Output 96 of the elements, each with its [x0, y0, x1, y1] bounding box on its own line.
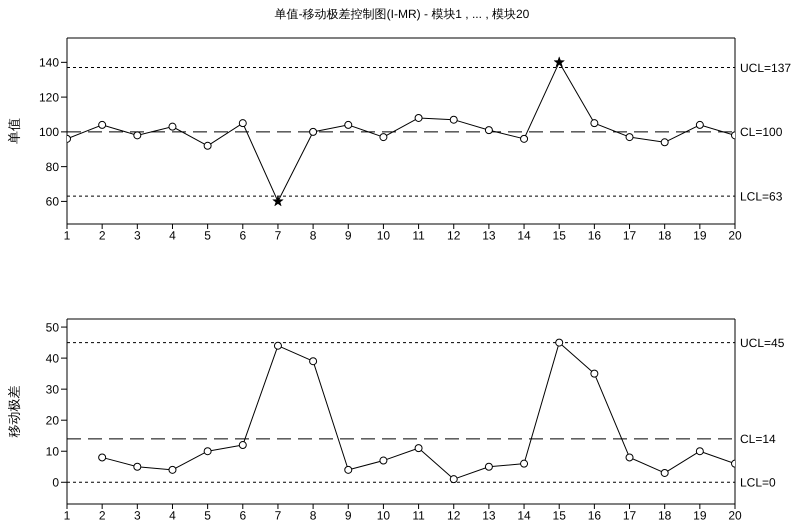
point — [133, 462, 142, 471]
point — [204, 142, 212, 150]
point — [590, 119, 598, 128]
x-tick-label: 3 — [134, 228, 141, 243]
point — [204, 447, 212, 456]
y-tick-label: 50 — [46, 320, 60, 334]
y-axis-title: 单值 — [6, 118, 22, 144]
x-tick-label: 10 — [376, 228, 390, 243]
point — [238, 119, 247, 128]
point — [379, 456, 388, 465]
point — [484, 126, 493, 134]
x-tick-label: 2 — [98, 228, 106, 243]
x-tick-label: 1 — [64, 228, 71, 243]
x-tick-label: 15 — [552, 508, 566, 523]
point — [555, 338, 564, 347]
point — [660, 138, 669, 146]
x-tick-label: 17 — [622, 508, 637, 523]
point — [98, 120, 106, 129]
y-axis-title: 移动极差 — [6, 386, 22, 438]
x-tick-label: 3 — [134, 508, 141, 523]
x-tick-label: 4 — [169, 508, 176, 523]
x-tick-label: 10 — [376, 508, 390, 523]
point — [484, 462, 493, 471]
point — [660, 468, 669, 477]
y-tick-label: 80 — [46, 160, 60, 174]
x-tick-label: 4 — [169, 228, 176, 243]
chart-title: 单值-移动极差控制图(I-MR) - 模块1 , ... , 模块20 — [274, 6, 530, 23]
y-tick-label: 60 — [46, 194, 60, 209]
y-tick-label: 30 — [46, 382, 60, 396]
point — [414, 114, 423, 122]
x-tick-label: 8 — [310, 508, 317, 523]
x-tick-label: 9 — [344, 228, 352, 243]
point — [274, 342, 282, 350]
y-tick-label: 10 — [46, 444, 60, 458]
point — [238, 441, 247, 450]
point — [309, 128, 318, 136]
ref-line-label: LCL=63 — [740, 189, 783, 204]
x-tick-label: 20 — [728, 508, 742, 523]
point — [520, 134, 528, 143]
x-tick-label: 20 — [728, 228, 742, 243]
x-tick-label: 9 — [344, 508, 352, 523]
y-tick-label: 120 — [38, 90, 60, 104]
x-tick-label: 8 — [310, 228, 317, 243]
point — [520, 460, 528, 468]
y-tick-label: 0 — [52, 476, 60, 490]
ref-line-label: CL=14 — [740, 432, 776, 446]
point — [379, 133, 388, 142]
x-tick-label: 17 — [622, 228, 637, 243]
x-tick-label: 1 — [64, 508, 71, 523]
x-tick-label: 14 — [517, 508, 532, 523]
point — [168, 466, 176, 474]
x-tick-label: 13 — [482, 228, 496, 243]
ref-line-label: UCL=137 — [740, 60, 792, 75]
y-tick-label: 140 — [38, 56, 60, 70]
point — [450, 116, 458, 124]
x-tick-label: 16 — [588, 508, 602, 523]
x-tick-label: 12 — [447, 508, 461, 523]
point — [626, 453, 634, 462]
y-tick-label: 100 — [38, 125, 60, 140]
point — [590, 370, 598, 378]
x-tick-label: 13 — [482, 508, 496, 523]
ref-line-label: UCL=45 — [740, 336, 785, 350]
point — [344, 120, 352, 129]
point — [414, 444, 423, 452]
x-tick-label: 6 — [239, 508, 246, 523]
x-tick-label: 5 — [204, 508, 212, 523]
x-tick-label: 11 — [412, 228, 426, 243]
x-tick-label: 16 — [588, 228, 602, 243]
point — [450, 475, 458, 484]
x-tick-label: 12 — [447, 228, 461, 243]
y-tick-label: 20 — [46, 413, 60, 428]
x-tick-label: 19 — [693, 228, 707, 243]
x-tick-label: 11 — [412, 508, 426, 523]
x-tick-label: 15 — [552, 228, 566, 243]
x-tick-label: 18 — [658, 508, 672, 523]
point — [344, 466, 352, 474]
ref-line-label: LCL=0 — [740, 476, 776, 490]
point — [696, 120, 704, 129]
point — [98, 453, 106, 462]
x-tick-label: 19 — [693, 508, 707, 523]
point — [554, 56, 565, 68]
point — [168, 122, 176, 131]
x-tick-label: 5 — [204, 228, 212, 243]
x-tick-label: 14 — [517, 228, 532, 243]
x-tick-label: 7 — [274, 508, 282, 523]
x-tick-label: 18 — [658, 228, 672, 243]
point — [133, 131, 142, 140]
ref-line-label: CL=100 — [740, 125, 783, 140]
y-tick-label: 40 — [46, 351, 60, 366]
x-tick-label: 7 — [274, 228, 282, 243]
point — [696, 447, 704, 456]
point — [272, 196, 284, 206]
point — [309, 357, 318, 366]
point — [626, 133, 634, 142]
x-tick-label: 2 — [98, 508, 106, 523]
x-tick-label: 6 — [239, 228, 246, 243]
